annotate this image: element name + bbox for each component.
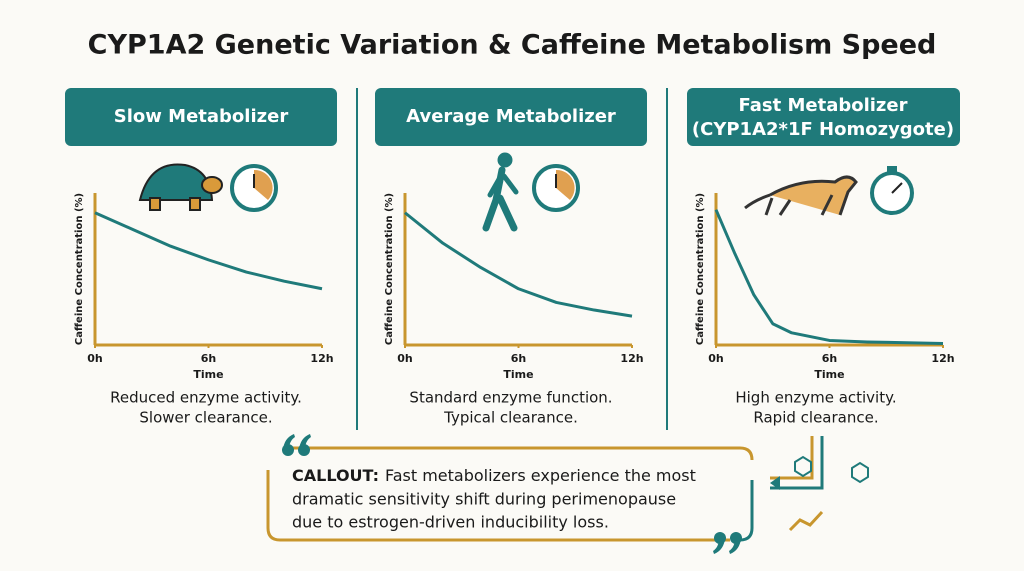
data-line [714,209,944,345]
caption: Slower clearance. [139,409,272,427]
panel-subheader: (CYP1A2*1F Homozygote) [692,119,954,140]
turtle-icon [138,163,223,211]
stopwatch-icon [870,166,914,215]
data-line [404,211,633,318]
header-box [687,88,960,146]
x-tick-label: 6h [822,352,838,365]
y-axis-label: Caffeine Concentration (%) [74,193,85,345]
callout-text: CALLOUT: Fast metabolizers experience the… [292,466,696,485]
y-axis-label: Caffeine Concentration (%) [695,193,706,345]
panel-header: Slow Metabolizer [114,106,289,127]
caption: Reduced enzyme activity. [110,389,302,407]
quote-close [713,532,742,554]
data-line [94,211,323,291]
callout-line: due to estrogen-driven inducibility loss… [292,513,609,532]
panel-header: Average Metabolizer [406,106,616,127]
x-tick-label: 0h [397,352,413,365]
callout-line: Fast metabolizers experience the most [385,466,696,485]
x-axis-label: Time [814,368,844,381]
molecule-icon [788,455,869,532]
cheetah-icon [744,175,858,216]
caption: Typical clearance. [443,409,578,427]
panel-header: Fast Metabolizer [739,95,908,116]
header-box [375,88,647,146]
x-tick-label: 0h [87,352,103,365]
callout-border [266,470,730,542]
x-tick-label: 12h [310,352,333,365]
walker-icon [482,152,519,232]
caption: Rapid clearance. [753,409,878,427]
arrow [770,436,814,480]
x-axis-label: Time [503,368,533,381]
arrow-head [770,476,780,490]
clock-icon [532,164,580,212]
arrow [770,436,824,490]
x-tick-label: 6h [511,352,527,365]
y-axis-label: Caffeine Concentration (%) [384,193,395,345]
header-box [65,88,337,146]
x-tick-label: 12h [620,352,643,365]
callout-label: CALLOUT: [292,466,379,485]
x-tick-label: 12h [931,352,954,365]
caption: High enzyme activity. [735,389,896,407]
quote-open [282,434,311,456]
caption: Standard enzyme function. [409,389,612,407]
x-tick-label: 0h [708,352,724,365]
callout-border [739,480,754,542]
x-tick-label: 6h [201,352,217,365]
callout-border [290,446,754,461]
clock-icon [230,164,278,212]
title: CYP1A2 Genetic Variation & Caffeine Meta… [88,30,937,61]
callout-line: dramatic sensitivity shift during perime… [292,490,676,509]
x-axis-label: Time [193,368,223,381]
